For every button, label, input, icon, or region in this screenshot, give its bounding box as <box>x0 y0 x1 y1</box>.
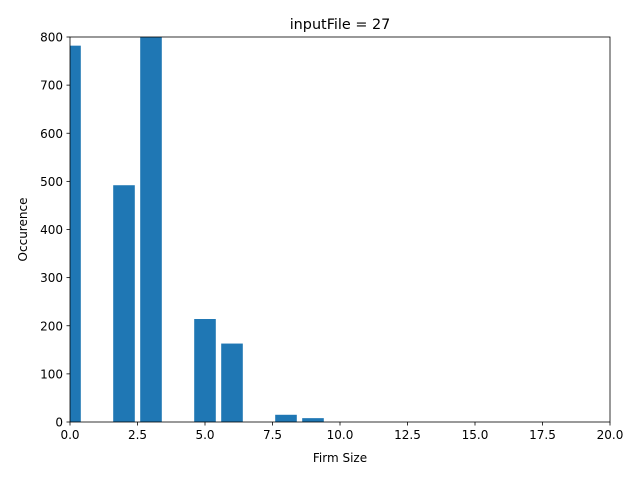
y-tick-label: 800 <box>40 31 63 45</box>
x-tick-label: 20.0 <box>597 428 624 442</box>
bar-4 <box>221 343 243 422</box>
y-axis: 0 100 200 300 400 500 600 700 800 <box>40 31 70 430</box>
bar-2 <box>140 37 162 422</box>
bar-0 <box>70 45 81 422</box>
x-axis: 0.0 2.5 5.0 7.5 10.0 12.5 15.0 17.5 20.0 <box>60 422 623 442</box>
x-tick-label: 17.5 <box>529 428 556 442</box>
y-tick-label: 300 <box>40 271 63 285</box>
x-tick-label: 7.5 <box>263 428 282 442</box>
y-tick-label: 700 <box>40 79 63 93</box>
x-tick-label: 15.0 <box>462 428 489 442</box>
x-tick-label: 5.0 <box>195 428 214 442</box>
y-tick-label: 600 <box>40 127 63 141</box>
bar-1 <box>113 185 135 422</box>
bars <box>70 37 324 422</box>
chart-title: inputFile = 27 <box>290 17 391 33</box>
y-tick-label: 200 <box>40 319 63 333</box>
x-tick-label: 2.5 <box>128 428 147 442</box>
y-tick-label: 0 <box>55 416 63 430</box>
bar-5 <box>275 414 297 422</box>
bar-3 <box>194 319 216 422</box>
x-tick-label: 12.5 <box>394 428 421 442</box>
x-tick-label: 10.0 <box>327 428 354 442</box>
bar-6 <box>302 418 324 422</box>
x-axis-title: Firm Size <box>313 451 367 465</box>
x-tick-label: 0.0 <box>60 428 79 442</box>
y-axis-title: Occurence <box>16 198 30 262</box>
y-tick-label: 400 <box>40 223 63 237</box>
y-tick-label: 500 <box>40 175 63 189</box>
y-tick-label: 100 <box>40 367 63 381</box>
